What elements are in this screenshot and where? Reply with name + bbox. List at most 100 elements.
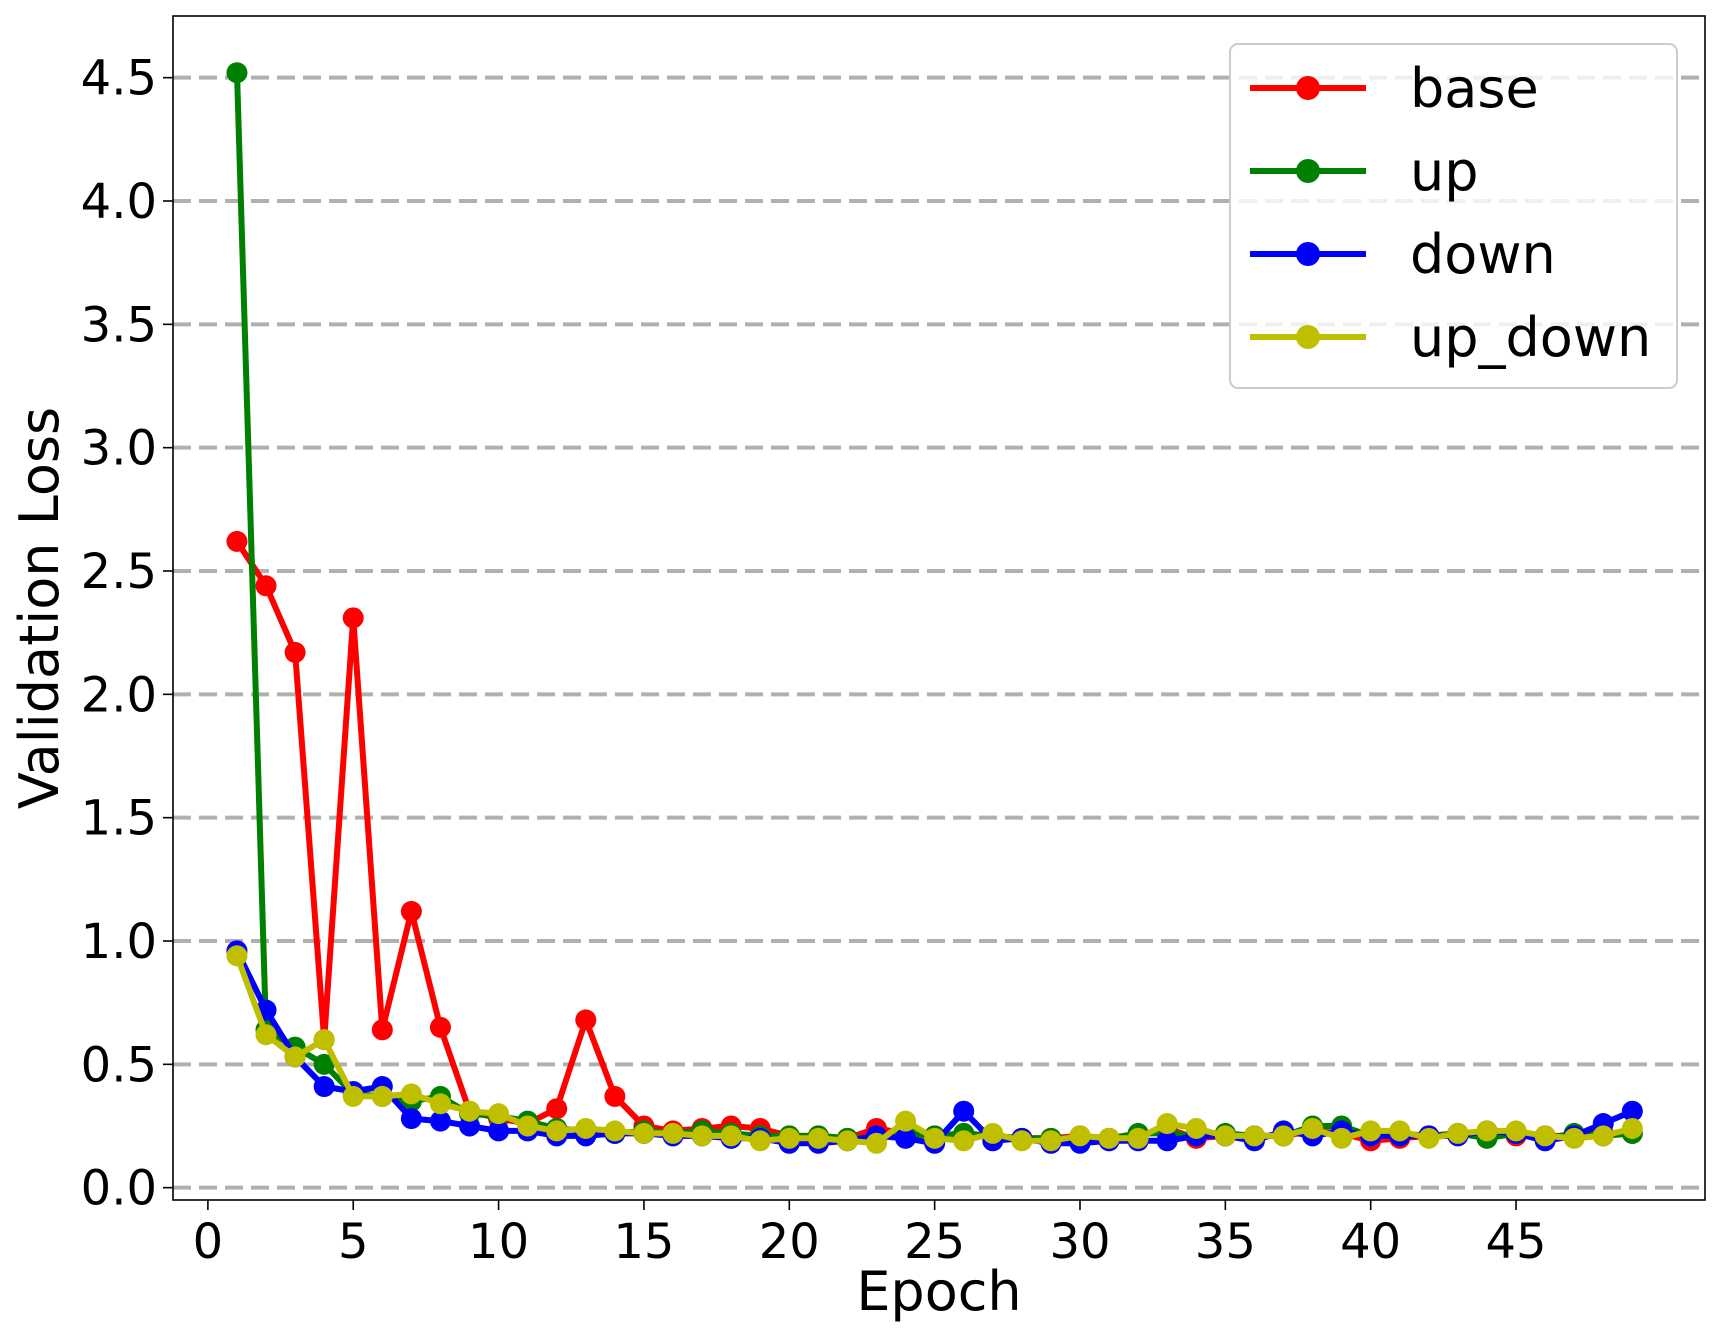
legend-item-down: down — [1250, 223, 1556, 286]
data-point-down — [313, 1076, 335, 1098]
y-tick-label: 0.0 — [81, 1161, 157, 1217]
data-point-up_down — [691, 1125, 713, 1147]
legend-item-base: base — [1250, 57, 1539, 120]
x-tick-label: 30 — [1049, 1214, 1110, 1270]
data-point-down — [459, 1115, 481, 1137]
data-point-base — [429, 1016, 451, 1038]
data-point-up — [313, 1053, 335, 1075]
legend-item-up: up — [1250, 140, 1479, 203]
legend-marker — [1296, 325, 1320, 349]
legend-marker — [1296, 242, 1320, 266]
plot-frame — [172, 15, 1706, 1201]
y-axis-ticks: 0.0 0.5 1.0 1.5 2.0 2.5 3.0 3.5 4.0 4.5 — [81, 51, 173, 1217]
data-point-down — [895, 1127, 917, 1149]
data-point-up_down — [836, 1130, 858, 1152]
data-point-up_down — [371, 1085, 393, 1107]
data-point-up_down — [662, 1122, 684, 1144]
data-point-up_down — [924, 1127, 946, 1149]
data-point-up_down — [1331, 1127, 1353, 1149]
data-point-up_down — [575, 1117, 597, 1139]
data-point-up_down — [1563, 1127, 1585, 1149]
data-point-up_down — [546, 1120, 568, 1142]
series-up_down — [226, 945, 1643, 1154]
data-point-base — [371, 1019, 393, 1041]
data-point-up_down — [517, 1115, 539, 1137]
x-tick-label: 15 — [613, 1214, 674, 1270]
data-point-up_down — [1621, 1117, 1643, 1139]
y-tick-label: 2.5 — [81, 544, 157, 600]
y-tick-label: 3.5 — [81, 297, 157, 353]
legend-label: up_down — [1410, 306, 1651, 369]
y-tick-label: 1.0 — [81, 914, 157, 970]
legend-box — [1229, 43, 1678, 389]
y-axis-label: Validation Loss — [8, 407, 71, 809]
data-point-up_down — [459, 1100, 481, 1122]
data-point-base — [546, 1098, 568, 1120]
x-tick-label: 45 — [1486, 1214, 1547, 1270]
data-point-up_down — [982, 1122, 1004, 1144]
y-tick-label: 0.5 — [81, 1037, 157, 1093]
x-tick-label: 25 — [904, 1214, 965, 1270]
data-point-up_down — [1447, 1122, 1469, 1144]
data-point-up_down — [1476, 1120, 1498, 1142]
x-tick-label: 40 — [1340, 1214, 1401, 1270]
data-point-up_down — [1185, 1117, 1207, 1139]
data-point-up_down — [1069, 1125, 1091, 1147]
data-point-down — [488, 1120, 510, 1142]
data-point-up_down — [720, 1125, 742, 1147]
data-point-up_down — [255, 1024, 277, 1046]
x-axis-label: Epoch — [856, 1260, 1021, 1323]
legend-marker — [1296, 159, 1320, 183]
data-point-up_down — [1534, 1125, 1556, 1147]
data-point-down — [953, 1100, 975, 1122]
data-point-base — [284, 641, 306, 663]
x-axis-ticks: 0 5 10 15 20 25 30 35 40 45 — [193, 1200, 1547, 1270]
series-layer — [226, 62, 1643, 1154]
data-point-up_down — [400, 1083, 422, 1105]
x-tick-label: 10 — [468, 1214, 529, 1270]
data-point-up_down — [807, 1127, 829, 1149]
data-point-up_down — [1127, 1127, 1149, 1149]
data-point-up_down — [865, 1132, 887, 1154]
data-point-up_down — [313, 1029, 335, 1051]
data-point-up — [226, 62, 248, 84]
data-point-up_down — [1360, 1120, 1382, 1142]
data-point-up_down — [1272, 1125, 1294, 1147]
data-point-down — [429, 1110, 451, 1132]
data-point-up_down — [749, 1130, 771, 1152]
data-point-up_down — [1156, 1113, 1178, 1135]
y-tick-label: 4.5 — [81, 51, 157, 107]
x-tick-label: 20 — [759, 1214, 820, 1270]
data-point-up_down — [1098, 1127, 1120, 1149]
y-tick-label: 4.0 — [81, 174, 157, 230]
y-tick-label: 1.5 — [81, 791, 157, 847]
data-point-up_down — [1243, 1125, 1265, 1147]
data-point-up_down — [895, 1110, 917, 1132]
data-point-up_down — [633, 1122, 655, 1144]
data-point-down — [1156, 1130, 1178, 1152]
x-tick-label: 35 — [1195, 1214, 1256, 1270]
data-point-up_down — [1505, 1120, 1527, 1142]
data-point-up_down — [953, 1130, 975, 1152]
legend-item-up_down: up_down — [1250, 306, 1651, 369]
data-point-up_down — [1592, 1125, 1614, 1147]
data-point-base — [400, 900, 422, 922]
y-tick-label: 2.0 — [81, 667, 157, 723]
data-point-up_down — [604, 1120, 626, 1142]
data-point-up_down — [1302, 1117, 1324, 1139]
x-tick-label: 0 — [193, 1214, 224, 1270]
data-point-down — [400, 1108, 422, 1130]
data-point-up_down — [778, 1127, 800, 1149]
legend-label: up — [1410, 140, 1479, 203]
data-point-up_down — [1011, 1130, 1033, 1152]
data-point-base — [604, 1085, 626, 1107]
data-point-up_down — [284, 1046, 306, 1068]
data-point-up_down — [488, 1103, 510, 1125]
data-point-up_down — [226, 945, 248, 967]
data-point-base — [255, 575, 277, 597]
data-point-down — [1621, 1100, 1643, 1122]
data-point-base — [575, 1009, 597, 1031]
legend-marker — [1296, 76, 1320, 100]
legend-label: base — [1410, 57, 1539, 120]
